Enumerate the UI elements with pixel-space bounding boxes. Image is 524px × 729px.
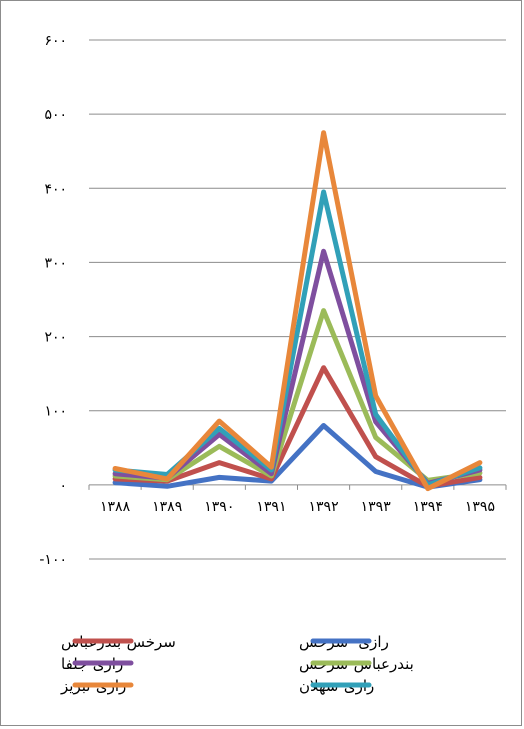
x-tick-label: ۱۳۸۸ — [100, 499, 131, 515]
series-line — [112, 423, 483, 490]
series-line — [112, 130, 483, 492]
y-tick-label: ۰ — [59, 478, 67, 494]
x-tick-label: ۱۳۸۹ — [152, 499, 182, 515]
series-line — [112, 365, 483, 489]
y-tick-label: -۱۰۰ — [39, 552, 67, 568]
y-tick-label: ۱۰۰ — [44, 404, 67, 420]
x-tick-label: ۱۳۹۱ — [256, 499, 286, 515]
y-tick-label: ۲۰۰ — [44, 330, 67, 346]
y-tick-label: ۵۰۰ — [44, 107, 67, 123]
y-tick-label: ۶۰۰ — [44, 33, 67, 49]
x-tick-label: ۱۳۹۲ — [309, 499, 339, 515]
series-line — [112, 189, 483, 488]
x-tick-label: ۱۳۹۵ — [465, 499, 495, 515]
x-tick-label: ۱۳۹۳ — [361, 499, 392, 515]
x-tick-label: ۱۳۹۰ — [204, 499, 234, 515]
x-tick-label: ۱۳۹۴ — [413, 499, 443, 515]
y-tick-label: ۳۰۰ — [44, 255, 67, 271]
y-tick-label: ۴۰۰ — [44, 181, 67, 197]
